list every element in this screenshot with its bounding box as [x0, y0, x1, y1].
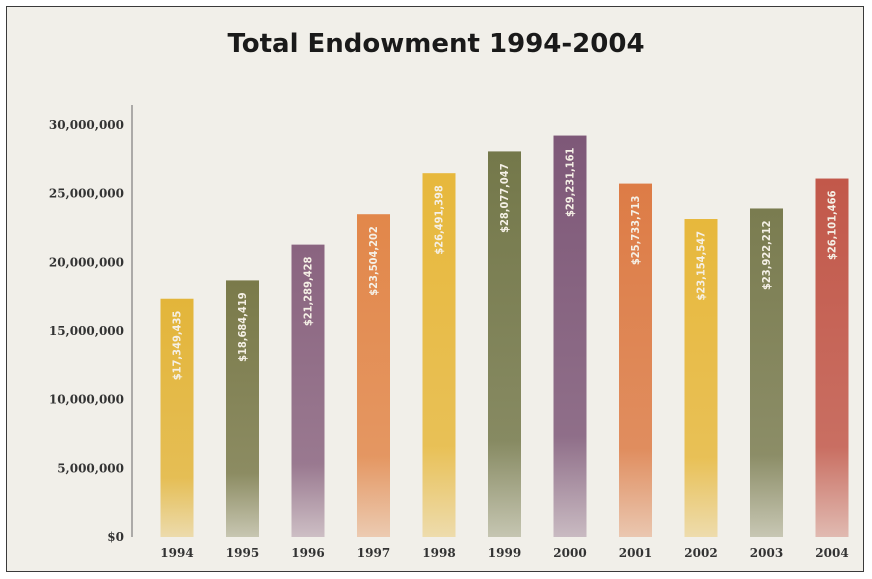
x-tick-label: 2003	[750, 546, 783, 560]
bars: $17,349,435 $18,684,419 $21,289,428 $23,504…	[160, 135, 849, 538]
data-label: $26,101,466	[826, 190, 839, 260]
bar-1995	[226, 280, 259, 537]
bar-chart: $0 5,000,000 10,000,000 15,000,000 20,000,00…	[49, 105, 849, 560]
y-tick-label: 20,000,000	[49, 255, 124, 269]
bar-2004	[815, 178, 849, 538]
data-label: $26,491,398	[433, 185, 446, 255]
data-label: $23,922,212	[760, 220, 773, 290]
y-tick-labels: $0 5,000,000 10,000,000 15,000,000 20,000,00…	[49, 118, 124, 544]
x-tick-label: 2004	[815, 546, 848, 560]
data-label: $17,349,435	[171, 311, 184, 381]
y-tick-label: 5,000,000	[57, 461, 124, 475]
bar-1997	[357, 214, 390, 537]
chart-title: Total Endowment 1994-2004	[227, 29, 645, 59]
data-label: $28,077,047	[498, 163, 511, 233]
x-tick-label: 1995	[226, 546, 259, 560]
data-label: $23,154,547	[695, 231, 708, 301]
bar-1998	[422, 173, 456, 537]
data-label: $23,504,202	[367, 226, 380, 296]
x-tick-label: 2000	[553, 546, 586, 560]
chart-frame: Total Endowment 1994-2004 $0 5,000,000 10,…	[6, 6, 864, 572]
x-tick-labels: 1994 1995 1996 1997 1998 1999 2000 2001 2002 2003…	[160, 546, 848, 560]
bar-2000	[553, 135, 587, 537]
y-tick-label: 30,000,000	[49, 118, 124, 132]
bar-2003	[750, 208, 783, 537]
bar-1996	[291, 244, 325, 537]
y-tick-label: 25,000,000	[49, 187, 124, 201]
x-tick-label: 2001	[619, 546, 652, 560]
bar-1994	[160, 298, 194, 537]
bar-1999	[488, 151, 521, 537]
data-label: $29,231,161	[564, 147, 577, 217]
data-label: $18,684,419	[236, 292, 249, 362]
x-tick-label: 1994	[160, 546, 193, 560]
y-tick-label: $0	[107, 530, 124, 544]
x-tick-label: 1998	[422, 546, 455, 560]
x-tick-label: 2002	[684, 546, 717, 560]
data-label: $21,289,428	[302, 257, 315, 327]
data-label: $25,733,713	[629, 195, 642, 265]
bar-2001	[619, 183, 652, 538]
y-tick-label: 10,000,000	[49, 393, 124, 407]
x-tick-label: 1999	[488, 546, 521, 560]
y-tick-label: 15,000,000	[49, 324, 124, 338]
x-tick-label: 1996	[291, 546, 324, 560]
bar-2002	[684, 219, 718, 537]
x-tick-label: 1997	[357, 546, 390, 560]
